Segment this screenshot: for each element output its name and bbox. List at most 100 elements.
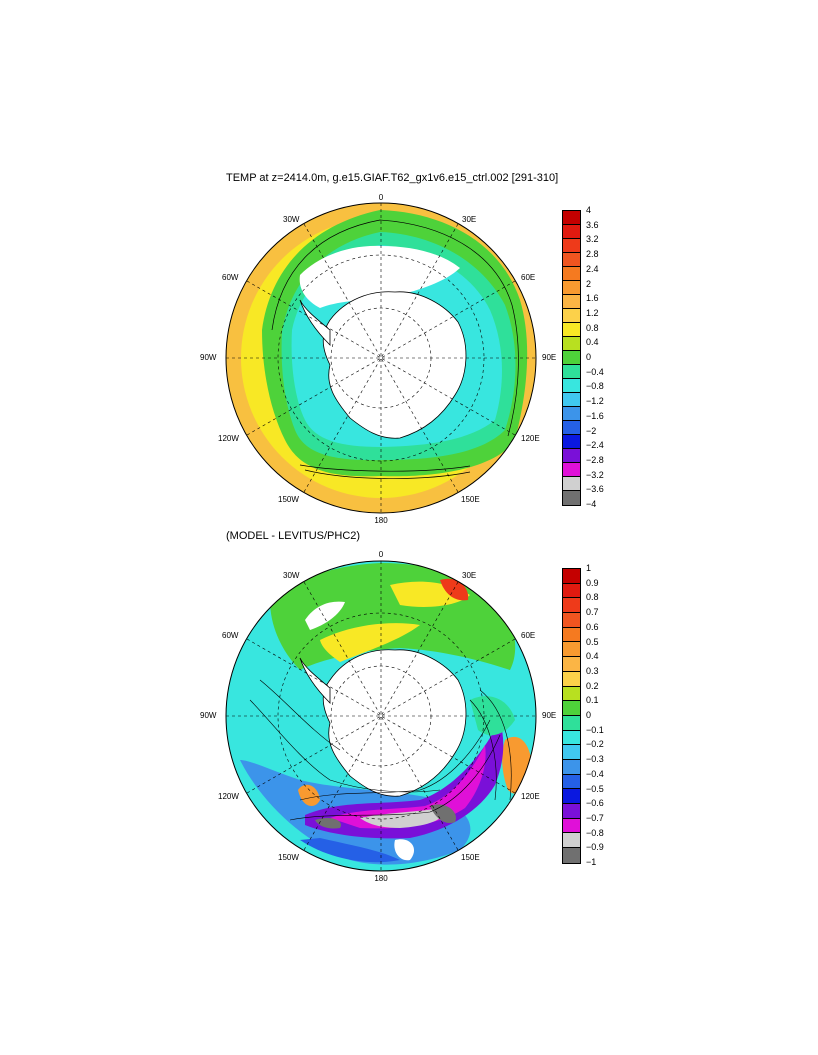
colorbar-swatch [563, 477, 580, 491]
colorbar-label: −0.2 [586, 739, 604, 750]
colorbar-swatch [563, 295, 580, 309]
p1-lon-0: 0 [378, 193, 384, 202]
p1-lon-30e: 30E [462, 215, 477, 224]
p2-lon-150w: 150W [278, 853, 299, 862]
colorbar-label: 0.3 [586, 665, 599, 676]
colorbar-swatch [563, 449, 580, 463]
p2-lon-120w: 120W [218, 792, 239, 801]
colorbar-swatch [563, 253, 580, 267]
p1-lon-150w: 150W [278, 495, 299, 504]
colorbar-swatch [563, 804, 580, 819]
colorbar-swatch [563, 627, 580, 643]
p1-lon-30w: 30W [283, 215, 300, 224]
colorbar-label: 0.8 [586, 592, 599, 603]
panel2-map-border [225, 560, 537, 872]
colorbar-label: −0.3 [586, 754, 604, 765]
colorbar-swatch [563, 393, 580, 407]
colorbar-label: 0.2 [586, 680, 599, 691]
panel1-map-border [225, 202, 537, 514]
colorbar-label: 3.2 [586, 234, 599, 245]
p2-lon-60e: 60E [521, 631, 536, 640]
colorbar-label: −0.8 [586, 827, 604, 838]
colorbar-label: 0.4 [586, 651, 599, 662]
colorbar-swatch [563, 686, 580, 702]
colorbar-swatch [563, 365, 580, 379]
colorbar-swatch [563, 211, 580, 225]
colorbar-swatch [563, 833, 580, 849]
colorbar-label: 1 [586, 563, 592, 573]
colorbar-label: −2.8 [586, 454, 604, 465]
colorbar-swatch [563, 281, 580, 295]
colorbar-label: −0.4 [586, 768, 604, 779]
colorbar-swatch [563, 818, 580, 834]
colorbar-label: −1 [586, 857, 597, 867]
colorbar-swatch [563, 421, 580, 435]
colorbar-label: −4 [586, 499, 597, 509]
p1-lon-150e: 150E [461, 495, 480, 504]
colorbar-swatch [563, 239, 580, 253]
colorbar-label: 0 [586, 352, 592, 362]
panel1-colorbar [562, 210, 581, 506]
colorbar-label: −1.2 [586, 396, 604, 407]
colorbar-label: −3.6 [586, 484, 604, 495]
p2-lon-180: 180 [374, 874, 388, 883]
p2-lon-60w: 60W [222, 631, 239, 640]
colorbar-swatch [563, 463, 580, 477]
colorbar-label: 2.8 [586, 249, 599, 260]
colorbar-label: −0.4 [586, 366, 604, 377]
colorbar-label: 0.8 [586, 322, 599, 333]
colorbar-label: 1.6 [586, 293, 599, 304]
p2-lon-120e: 120E [521, 792, 540, 801]
colorbar-label: 0.1 [586, 695, 599, 706]
colorbar-label: −0.1 [586, 724, 604, 735]
colorbar-label: 0.7 [586, 607, 599, 618]
p2-lon-30e: 30E [462, 571, 477, 580]
p1-lon-90w: 90W [200, 353, 217, 362]
colorbar-label: 2 [586, 278, 592, 289]
p1-lon-120w: 120W [218, 434, 239, 443]
colorbar-label: −2.4 [586, 440, 604, 451]
colorbar-swatch [563, 583, 580, 599]
colorbar-label: 0.4 [586, 337, 599, 348]
colorbar-label: 0.9 [586, 577, 599, 588]
colorbar-label: 1.2 [586, 307, 599, 318]
colorbar-swatch [563, 351, 580, 365]
panel2-map [226, 561, 536, 871]
colorbar-label: 0 [586, 710, 592, 720]
p2-lon-150e: 150E [461, 853, 480, 862]
colorbar-label: 0.6 [586, 621, 599, 632]
p2-lon-90e: 90E [542, 711, 557, 720]
panel1-map [226, 203, 536, 513]
p2-lon-90w: 90W [200, 711, 217, 720]
colorbar-swatch [563, 657, 580, 672]
colorbar-label: 3.6 [586, 219, 599, 230]
colorbar-swatch [563, 730, 580, 746]
colorbar-swatch [563, 759, 580, 775]
colorbar-label: −0.9 [586, 842, 604, 853]
colorbar-swatch [563, 774, 580, 790]
colorbar-label: −1.6 [586, 410, 604, 421]
colorbar-swatch [563, 613, 580, 628]
colorbar-label: −2 [586, 425, 597, 436]
p1-lon-60w: 60W [222, 273, 239, 282]
colorbar-swatch [563, 323, 580, 337]
colorbar-swatch [563, 225, 580, 239]
colorbar-swatch [563, 745, 580, 760]
colorbar-swatch [563, 671, 580, 687]
colorbar-swatch [563, 435, 580, 449]
colorbar-swatch [563, 337, 580, 351]
colorbar-swatch [563, 701, 580, 716]
colorbar-swatch [563, 569, 580, 584]
colorbar-label: −0.8 [586, 381, 604, 392]
colorbar-swatch [563, 848, 580, 863]
colorbar-swatch [563, 267, 580, 281]
colorbar-swatch [563, 598, 580, 614]
colorbar-swatch [563, 379, 580, 393]
panel2-colorbar [562, 568, 581, 864]
colorbar-label: −3.2 [586, 469, 604, 480]
colorbar-label: −0.5 [586, 783, 604, 794]
p2-lon-0: 0 [378, 550, 384, 559]
colorbar-swatch [563, 789, 580, 804]
colorbar-swatch [563, 715, 580, 731]
